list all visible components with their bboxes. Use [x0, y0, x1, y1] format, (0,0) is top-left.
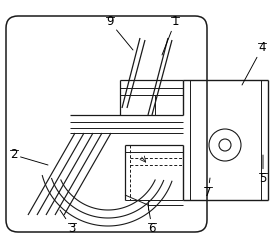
Text: 1: 1 — [162, 16, 179, 55]
Text: 3: 3 — [60, 210, 76, 234]
Text: 2: 2 — [10, 148, 48, 165]
Text: 4: 4 — [242, 41, 266, 85]
Text: 5: 5 — [259, 155, 267, 185]
Text: 7: 7 — [204, 178, 212, 199]
Text: 9: 9 — [106, 16, 133, 50]
Text: 6: 6 — [148, 205, 156, 234]
